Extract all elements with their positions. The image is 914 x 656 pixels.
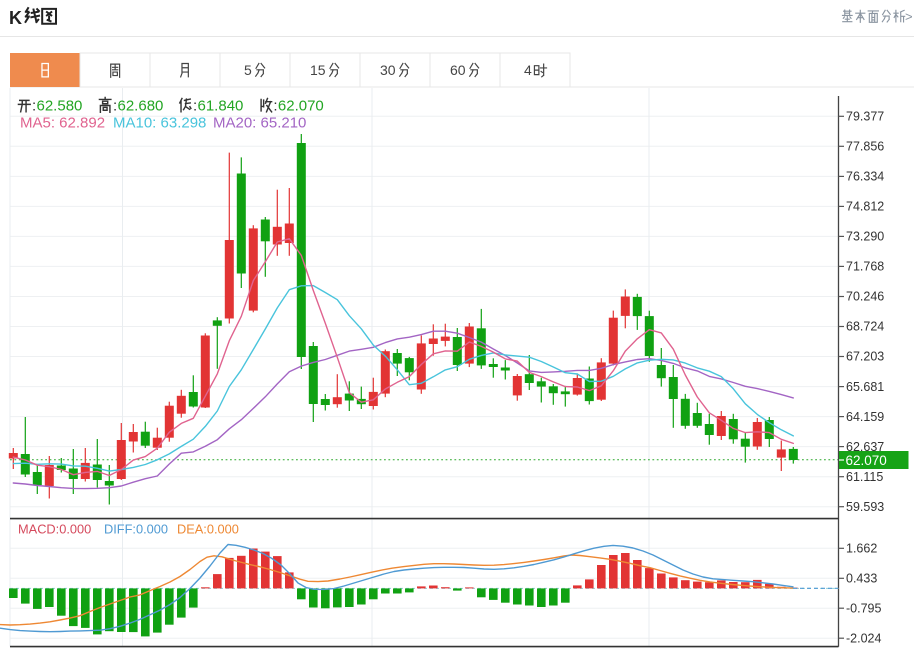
svg-text:62.637: 62.637 bbox=[846, 440, 884, 454]
svg-text:0.433: 0.433 bbox=[846, 572, 877, 586]
svg-text:68.724: 68.724 bbox=[846, 320, 884, 334]
svg-text::: : bbox=[32, 98, 36, 115]
svg-text:MA5: 62.892: MA5: 62.892 bbox=[20, 115, 105, 132]
svg-text::: : bbox=[273, 98, 277, 115]
svg-text:61.115: 61.115 bbox=[846, 470, 883, 484]
svg-text:64.159: 64.159 bbox=[846, 410, 884, 424]
svg-text:74.812: 74.812 bbox=[846, 200, 884, 214]
svg-text:30: 30 bbox=[380, 62, 396, 78]
svg-text:76.334: 76.334 bbox=[846, 170, 884, 184]
svg-text:DEA:0.000: DEA:0.000 bbox=[177, 522, 239, 537]
svg-text:61.840: 61.840 bbox=[198, 98, 244, 115]
svg-text:DIFF:0.000: DIFF:0.000 bbox=[104, 522, 168, 537]
svg-text:-2.024: -2.024 bbox=[846, 631, 881, 645]
svg-text:15: 15 bbox=[310, 62, 326, 78]
svg-text:MA20: 65.210: MA20: 65.210 bbox=[213, 115, 306, 132]
svg-text:K: K bbox=[9, 8, 22, 28]
svg-text:MA10: 63.298: MA10: 63.298 bbox=[113, 115, 206, 132]
svg-text:62.070: 62.070 bbox=[278, 98, 324, 115]
svg-text::: : bbox=[113, 98, 117, 115]
svg-text:62.680: 62.680 bbox=[118, 98, 164, 115]
svg-text:62.070: 62.070 bbox=[846, 453, 887, 468]
svg-text:79.377: 79.377 bbox=[846, 110, 884, 124]
svg-text:71.768: 71.768 bbox=[846, 260, 884, 274]
svg-text:-0.795: -0.795 bbox=[846, 601, 881, 615]
svg-text:77.856: 77.856 bbox=[846, 140, 884, 154]
svg-text:70.246: 70.246 bbox=[846, 290, 884, 304]
svg-text:73.290: 73.290 bbox=[846, 230, 884, 244]
svg-text:60: 60 bbox=[450, 62, 466, 78]
svg-text:62.580: 62.580 bbox=[37, 98, 83, 115]
svg-text:59.593: 59.593 bbox=[846, 500, 884, 514]
svg-text:MACD:0.000: MACD:0.000 bbox=[18, 522, 91, 537]
svg-text::: : bbox=[193, 98, 197, 115]
svg-text:>: > bbox=[905, 9, 913, 24]
svg-text:4: 4 bbox=[524, 62, 532, 78]
svg-text:1.662: 1.662 bbox=[846, 542, 877, 556]
svg-text:5: 5 bbox=[244, 62, 252, 78]
svg-text:67.203: 67.203 bbox=[846, 350, 884, 364]
svg-text:65.681: 65.681 bbox=[846, 380, 884, 394]
